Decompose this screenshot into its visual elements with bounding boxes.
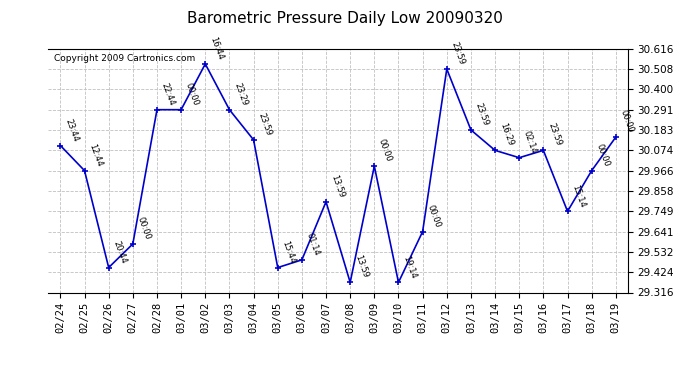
Text: 23:59: 23:59 — [474, 102, 491, 127]
Text: 00:00: 00:00 — [426, 203, 442, 229]
Text: 22:44: 22:44 — [160, 81, 177, 107]
Text: 13:59: 13:59 — [353, 254, 370, 280]
Text: 23:59: 23:59 — [257, 112, 273, 137]
Text: 16:44: 16:44 — [208, 36, 225, 61]
Text: 20:44: 20:44 — [112, 239, 128, 265]
Text: 12:44: 12:44 — [88, 142, 104, 168]
Text: 00:00: 00:00 — [184, 81, 201, 107]
Text: Barometric Pressure Daily Low 20090320: Barometric Pressure Daily Low 20090320 — [187, 11, 503, 26]
Text: 23:59: 23:59 — [546, 122, 563, 148]
Text: 00:00: 00:00 — [377, 138, 394, 164]
Text: 23:59: 23:59 — [450, 41, 466, 66]
Text: 15:44: 15:44 — [281, 239, 297, 265]
Text: 23:29: 23:29 — [233, 81, 249, 107]
Text: 13:59: 13:59 — [329, 174, 346, 199]
Text: 01:14: 01:14 — [305, 232, 322, 257]
Text: 00:00: 00:00 — [619, 109, 635, 134]
Text: 16:29: 16:29 — [498, 122, 515, 148]
Text: 00:00: 00:00 — [136, 216, 152, 241]
Text: 15:14: 15:14 — [571, 183, 587, 209]
Text: 00:00: 00:00 — [595, 142, 611, 168]
Text: 19:14: 19:14 — [402, 254, 418, 280]
Text: 02:14: 02:14 — [522, 129, 539, 155]
Text: 23:44: 23:44 — [63, 117, 80, 143]
Text: Copyright 2009 Cartronics.com: Copyright 2009 Cartronics.com — [54, 54, 195, 63]
